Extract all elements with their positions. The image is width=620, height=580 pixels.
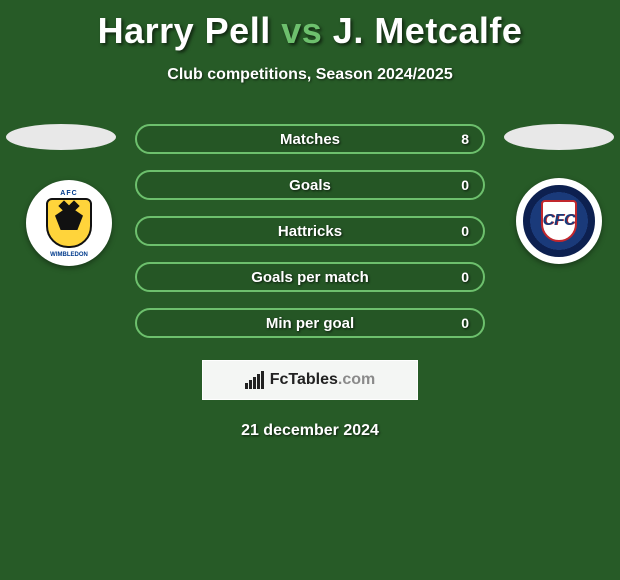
stat-label: Matches xyxy=(280,131,340,148)
subtitle: Club competitions, Season 2024/2025 xyxy=(0,66,620,84)
vs-separator: vs xyxy=(281,10,322,51)
watermark-brand: FcTables xyxy=(270,371,338,388)
player1-name: Harry Pell xyxy=(98,10,271,51)
stat-value-right: 0 xyxy=(461,315,469,331)
club-crest-right: CFC xyxy=(516,178,602,264)
afc-wimbledon-crest: AFC WIMBLEDON xyxy=(38,192,100,254)
stat-value-right: 0 xyxy=(461,223,469,239)
stat-label: Goals per match xyxy=(251,269,369,286)
crest-left-top-text: AFC xyxy=(38,190,100,197)
stats-list: Matches 8 Goals 0 Hattricks 0 Goals per … xyxy=(135,124,485,338)
stat-row-goals: Goals 0 xyxy=(135,170,485,200)
stat-row-matches: Matches 8 xyxy=(135,124,485,154)
watermark-text: FcTables.com xyxy=(270,371,376,389)
date-text: 21 december 2024 xyxy=(0,422,620,440)
stat-label: Goals xyxy=(289,177,331,194)
watermark-suffix: .com xyxy=(338,371,375,388)
crest-right-mono: CFC xyxy=(543,212,576,230)
stat-value-right: 8 xyxy=(461,131,469,147)
crest-left-bottom-text: WIMBLEDON xyxy=(38,252,100,258)
stat-row-goals-per-match: Goals per match 0 xyxy=(135,262,485,292)
watermark: FcTables.com xyxy=(202,360,418,400)
stat-row-hattricks: Hattricks 0 xyxy=(135,216,485,246)
stat-label: Min per goal xyxy=(266,315,354,332)
stat-row-min-per-goal: Min per goal 0 xyxy=(135,308,485,338)
bars-icon xyxy=(245,371,266,389)
stat-value-right: 0 xyxy=(461,177,469,193)
player2-avatar-placeholder xyxy=(504,124,614,150)
player2-name: J. Metcalfe xyxy=(333,10,523,51)
club-crest-left: AFC WIMBLEDON xyxy=(26,180,112,266)
stat-value-right: 0 xyxy=(461,269,469,285)
stat-label: Hattricks xyxy=(278,223,342,240)
chesterfield-crest: CFC xyxy=(523,185,595,257)
page-title: Harry Pell vs J. Metcalfe xyxy=(0,0,620,52)
player1-avatar-placeholder xyxy=(6,124,116,150)
